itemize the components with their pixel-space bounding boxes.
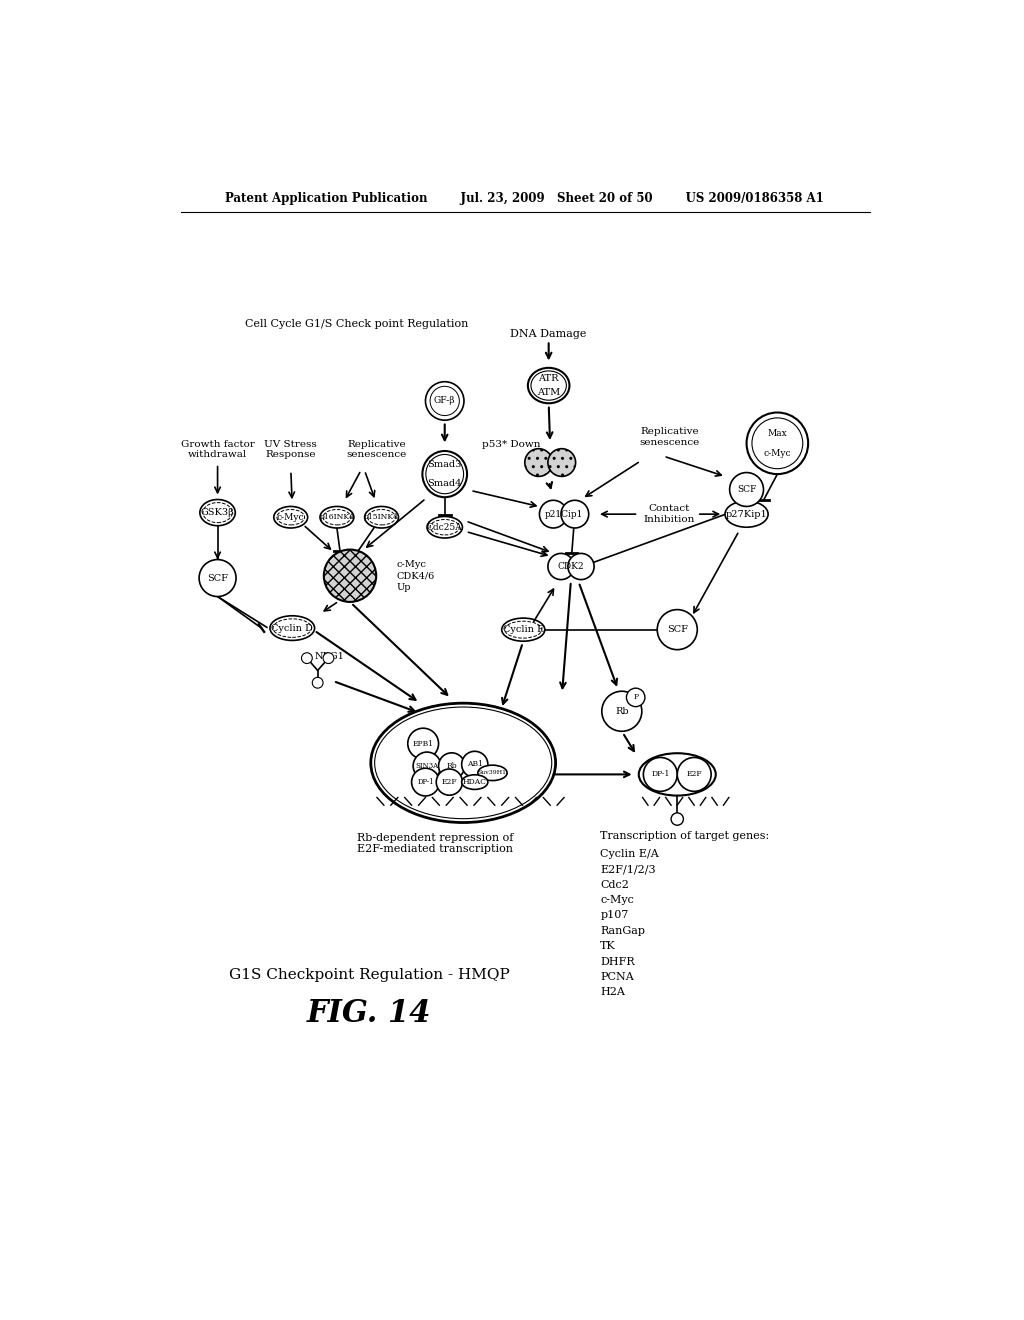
Text: Rb: Rb — [446, 762, 457, 770]
Circle shape — [425, 381, 464, 420]
Ellipse shape — [528, 368, 569, 404]
Text: p15INK4: p15INK4 — [365, 513, 399, 521]
Text: DP-1: DP-1 — [651, 771, 670, 779]
Circle shape — [323, 653, 334, 664]
Text: ATM: ATM — [537, 388, 560, 397]
Ellipse shape — [319, 507, 354, 528]
Circle shape — [540, 500, 567, 528]
Text: p107: p107 — [600, 911, 629, 920]
Text: Cyclin D: Cyclin D — [271, 623, 313, 632]
Text: AB1: AB1 — [467, 760, 482, 768]
Text: GF-β: GF-β — [434, 396, 456, 405]
Text: Patent Application Publication        Jul. 23, 2009   Sheet 20 of 50        US 2: Patent Application Publication Jul. 23, … — [225, 191, 824, 205]
Circle shape — [677, 758, 711, 792]
Text: E2F: E2F — [686, 771, 702, 779]
Text: c-Myc: c-Myc — [276, 512, 304, 521]
Circle shape — [627, 688, 645, 706]
Text: Replicative
senescence: Replicative senescence — [639, 428, 699, 447]
Circle shape — [548, 553, 574, 579]
Ellipse shape — [270, 615, 314, 640]
Text: DNA Damage: DNA Damage — [511, 329, 587, 339]
Ellipse shape — [365, 507, 398, 528]
Circle shape — [199, 560, 237, 597]
Text: SCF: SCF — [207, 574, 228, 582]
Text: ATR: ATR — [539, 374, 559, 383]
Text: NRG1: NRG1 — [314, 652, 344, 661]
Text: CDK2: CDK2 — [558, 562, 585, 572]
Text: Up: Up — [396, 583, 411, 591]
Text: RanGap: RanGap — [600, 925, 645, 936]
Text: DHFR: DHFR — [600, 957, 635, 966]
Ellipse shape — [427, 516, 463, 539]
Text: Smad3: Smad3 — [428, 461, 462, 470]
Text: SCF: SCF — [667, 626, 688, 634]
Circle shape — [324, 549, 376, 602]
Circle shape — [301, 653, 312, 664]
Text: E2F/1/2/3: E2F/1/2/3 — [600, 865, 656, 874]
Circle shape — [602, 692, 642, 731]
Text: c-Myc: c-Myc — [764, 449, 792, 458]
Text: p16INK4: p16INK4 — [319, 513, 354, 521]
Text: Growth factor
withdrawal: Growth factor withdrawal — [180, 440, 255, 459]
Text: H2A: H2A — [600, 987, 625, 998]
Text: P: P — [633, 693, 638, 701]
Text: G1S Checkpoint Regulation - HMQP: G1S Checkpoint Regulation - HMQP — [229, 968, 510, 982]
Circle shape — [436, 770, 463, 795]
Text: Rb: Rb — [615, 706, 629, 715]
Text: Contact
Inhibition: Contact Inhibition — [644, 504, 695, 524]
Text: E2F: E2F — [441, 777, 457, 787]
Circle shape — [462, 751, 487, 777]
Text: SCF: SCF — [737, 484, 757, 494]
Circle shape — [657, 610, 697, 649]
Text: FIG. 14: FIG. 14 — [307, 998, 431, 1028]
Ellipse shape — [462, 775, 487, 789]
Circle shape — [412, 768, 439, 796]
Circle shape — [568, 553, 594, 579]
Text: Cdc25A: Cdc25A — [427, 523, 463, 532]
Text: CDK4/6: CDK4/6 — [396, 572, 434, 581]
Text: PCNA: PCNA — [600, 972, 634, 982]
Text: Cyclin E: Cyclin E — [503, 626, 544, 634]
Text: Cyclin E/A: Cyclin E/A — [600, 849, 659, 859]
Circle shape — [408, 729, 438, 759]
Text: Cdc2: Cdc2 — [600, 879, 629, 890]
Circle shape — [643, 758, 677, 792]
Text: p53* Down: p53* Down — [482, 441, 541, 449]
Circle shape — [413, 752, 441, 780]
Ellipse shape — [478, 766, 507, 780]
Text: DP-1: DP-1 — [417, 777, 434, 787]
Circle shape — [730, 473, 764, 507]
Ellipse shape — [725, 502, 768, 527]
Circle shape — [671, 813, 683, 825]
Text: Cell Cycle G1/S Check point Regulation: Cell Cycle G1/S Check point Regulation — [245, 319, 468, 329]
Ellipse shape — [422, 451, 467, 498]
Text: UV Stress
Response: UV Stress Response — [264, 440, 317, 459]
Text: Rb-dependent repression of
E2F-mediated transcription: Rb-dependent repression of E2F-mediated … — [356, 833, 513, 854]
Text: Smad4: Smad4 — [428, 479, 462, 488]
Circle shape — [312, 677, 323, 688]
Text: p27Kip1: p27Kip1 — [726, 510, 767, 519]
Ellipse shape — [371, 704, 556, 822]
Ellipse shape — [273, 507, 307, 528]
Text: Suv39H1: Suv39H1 — [478, 771, 507, 775]
Ellipse shape — [639, 754, 716, 796]
Text: Replicative
senescence: Replicative senescence — [347, 440, 408, 459]
Ellipse shape — [502, 618, 545, 642]
Text: p21Cip1: p21Cip1 — [545, 510, 584, 519]
Circle shape — [438, 752, 465, 779]
Text: EPB1: EPB1 — [413, 739, 434, 747]
Text: Max: Max — [767, 429, 787, 438]
Text: c-Myc: c-Myc — [600, 895, 634, 906]
Ellipse shape — [200, 499, 236, 525]
Circle shape — [548, 449, 575, 477]
Text: HDAC: HDAC — [463, 777, 486, 787]
Text: Transcription of target genes:: Transcription of target genes: — [600, 832, 769, 841]
Circle shape — [525, 449, 553, 477]
Circle shape — [561, 500, 589, 528]
Text: SIN3A: SIN3A — [416, 762, 438, 770]
Text: GSK3β: GSK3β — [201, 508, 234, 517]
Text: c-Myc: c-Myc — [396, 560, 426, 569]
Circle shape — [746, 413, 808, 474]
Text: TK: TK — [600, 941, 616, 952]
